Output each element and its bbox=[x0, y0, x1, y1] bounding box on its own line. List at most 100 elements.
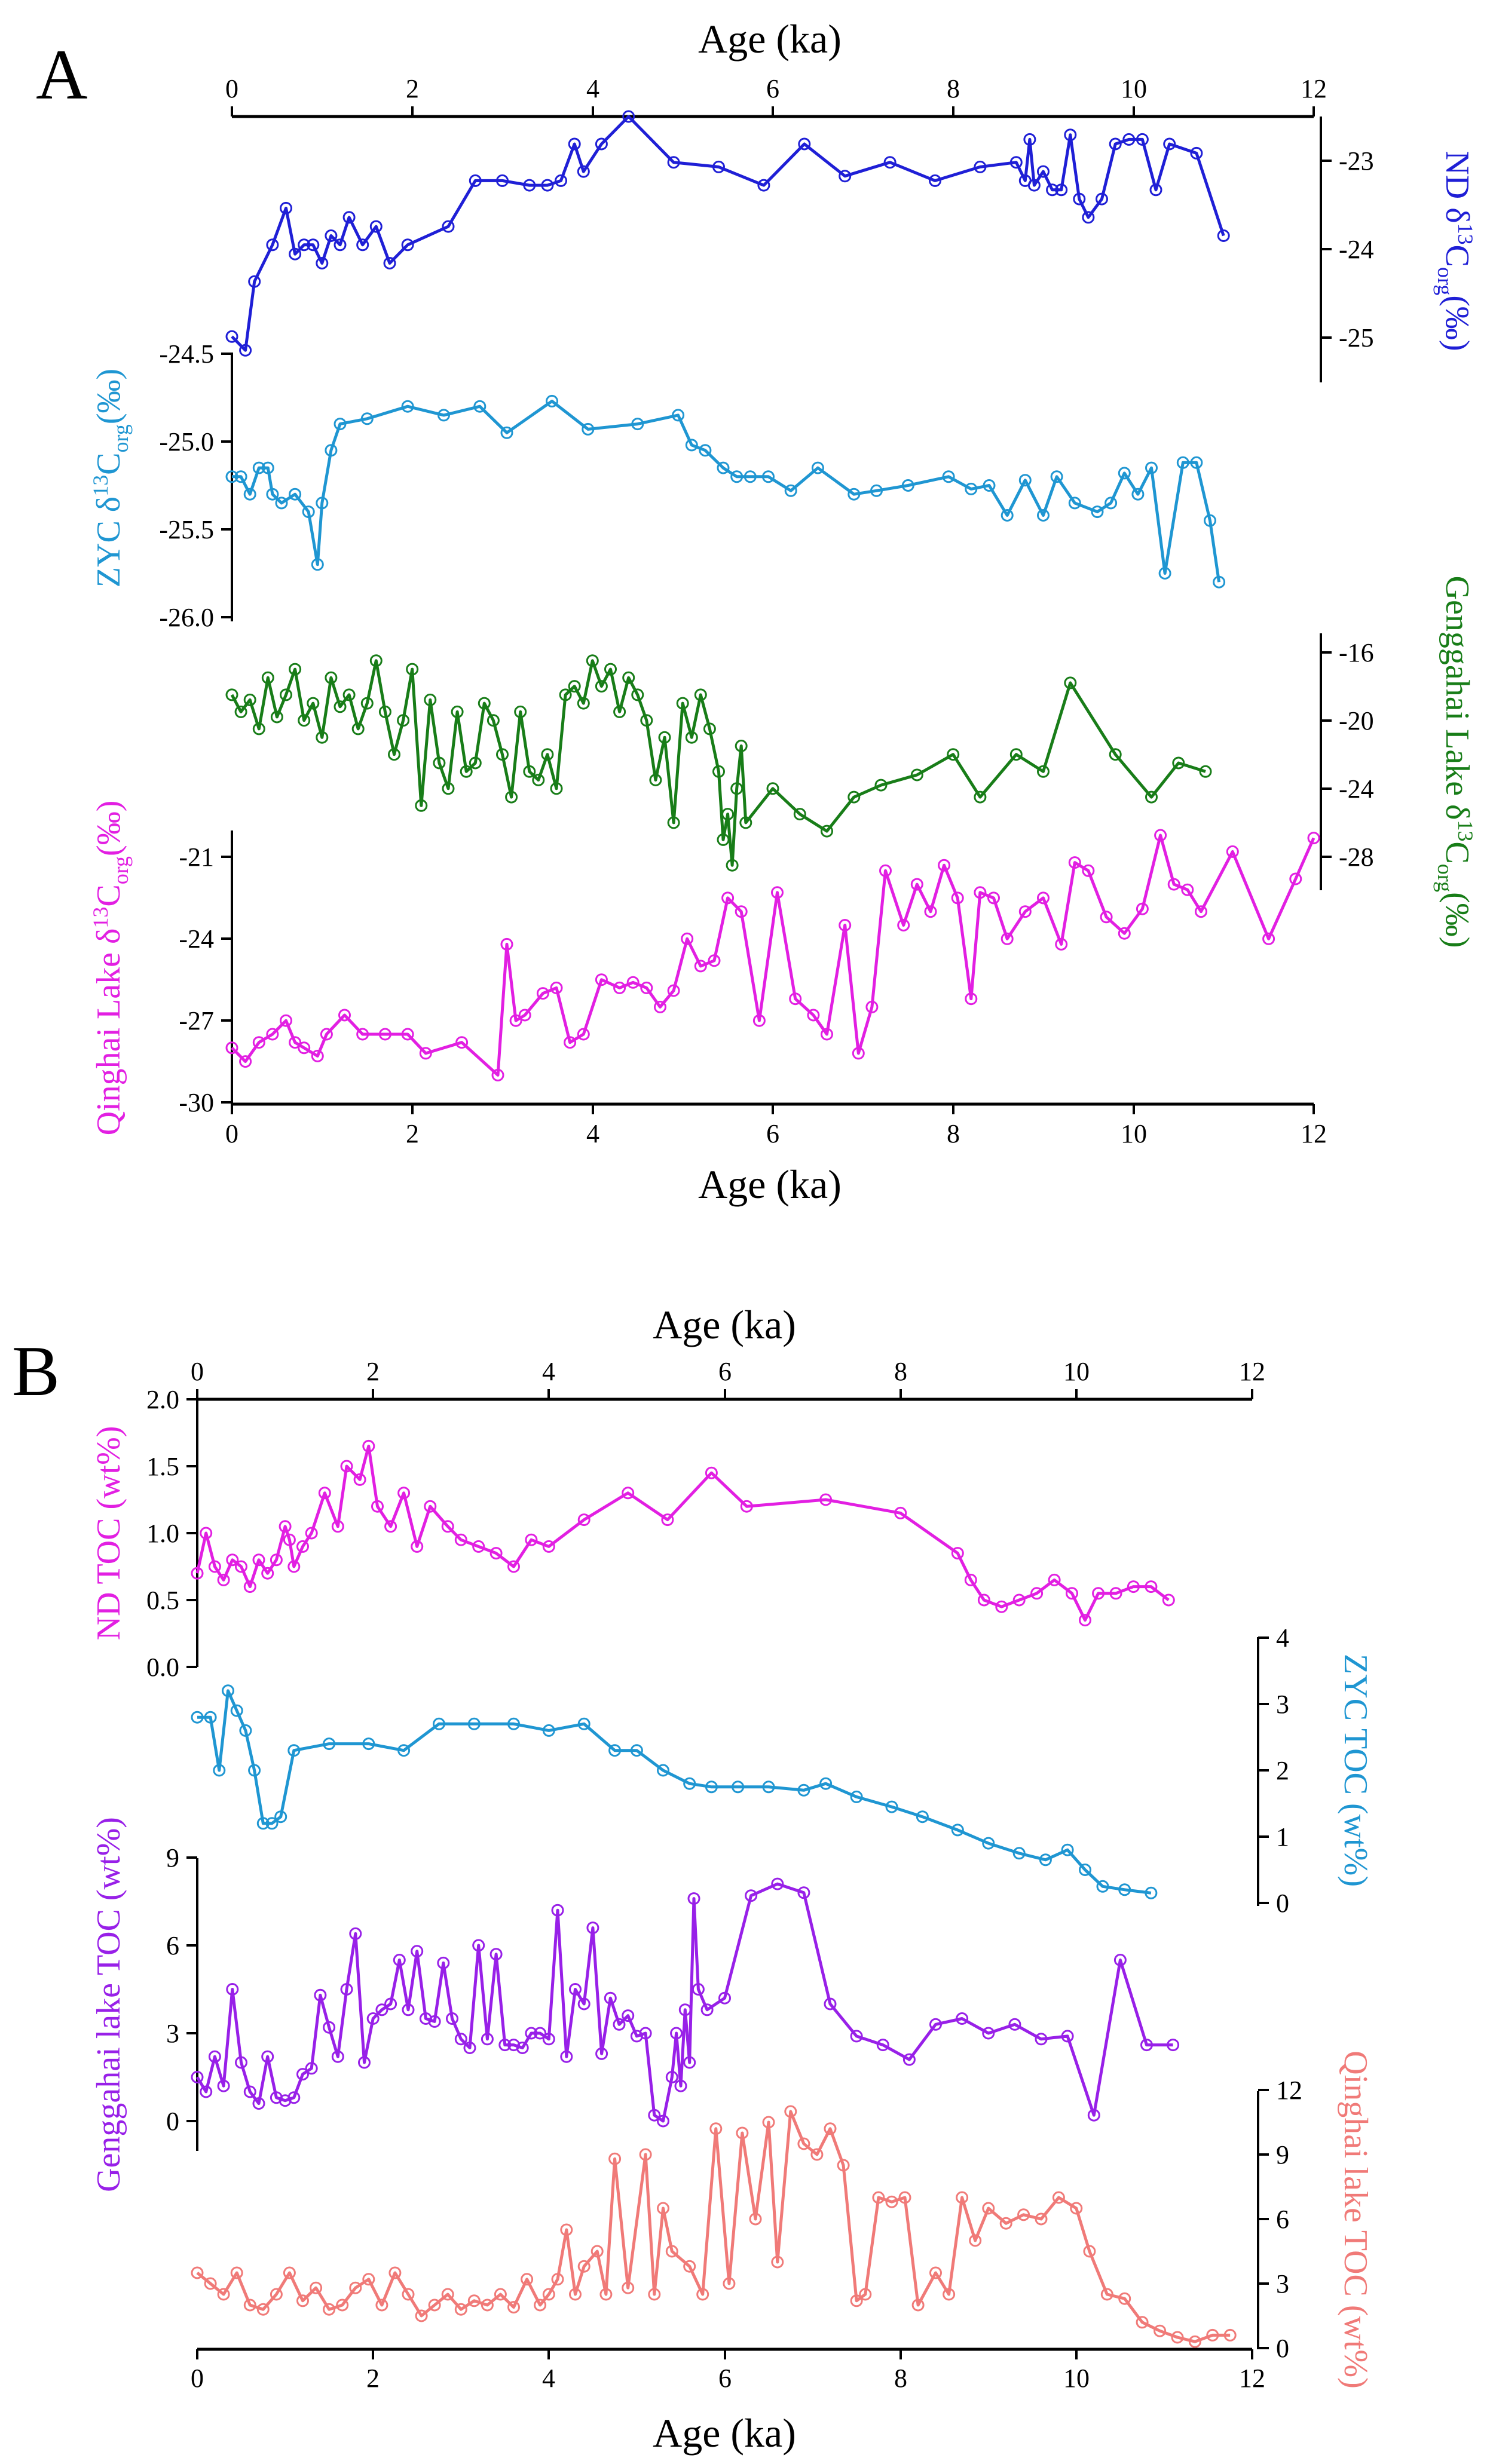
data-point bbox=[848, 790, 861, 804]
data-point bbox=[807, 1009, 820, 1022]
data-point bbox=[654, 1000, 666, 1013]
data-point bbox=[204, 2277, 217, 2290]
data-point bbox=[694, 688, 707, 701]
data-point bbox=[1145, 461, 1158, 474]
data-point bbox=[401, 238, 414, 252]
data-point bbox=[757, 179, 770, 192]
qinghai-toc-axis-title: Qinghai lake TOC (wt%) bbox=[1337, 2051, 1374, 2389]
data-point bbox=[687, 1892, 700, 1905]
data-point bbox=[604, 1991, 617, 2005]
data-point bbox=[859, 2288, 872, 2301]
data-point bbox=[523, 765, 536, 778]
data-point bbox=[595, 973, 608, 986]
panel-b-bottom-ticks: 0 2 4 6 8 10 12 bbox=[191, 2349, 1265, 2393]
data-point bbox=[469, 756, 482, 770]
data-point bbox=[280, 201, 292, 214]
data-point bbox=[640, 981, 653, 994]
data-point bbox=[1087, 2109, 1100, 2122]
data-point bbox=[569, 1983, 582, 1996]
data-point bbox=[1001, 509, 1014, 522]
data-point bbox=[1001, 932, 1014, 945]
data-point bbox=[226, 1983, 239, 1996]
qinghai-toc-ticks: 0 3 6 9 12 bbox=[1258, 2076, 1302, 2363]
data-point bbox=[454, 2033, 467, 2046]
series-line bbox=[232, 399, 1221, 583]
data-point bbox=[1027, 179, 1041, 192]
data-point bbox=[500, 426, 513, 439]
data-point bbox=[546, 394, 558, 407]
data-point bbox=[472, 1540, 485, 1553]
data-point bbox=[1050, 470, 1063, 483]
data-point bbox=[534, 2298, 547, 2312]
data-point bbox=[670, 2027, 683, 2040]
data-point bbox=[487, 714, 500, 727]
data-point bbox=[582, 422, 595, 436]
data-point bbox=[234, 705, 247, 718]
data-point bbox=[999, 2217, 1012, 2230]
tick-label-top-8: 8 bbox=[947, 74, 960, 103]
data-point bbox=[360, 697, 374, 710]
data-point bbox=[500, 937, 513, 951]
data-point bbox=[956, 2012, 969, 2025]
data-point bbox=[542, 2033, 555, 2046]
series-line bbox=[197, 1689, 1152, 1895]
data-point bbox=[667, 816, 680, 829]
data-point bbox=[316, 731, 329, 744]
data-point bbox=[591, 2245, 604, 2258]
zyc-toc-series bbox=[191, 1684, 1158, 1899]
data-point bbox=[1149, 183, 1162, 197]
data-point bbox=[870, 484, 883, 497]
data-point bbox=[296, 2068, 309, 2081]
data-point bbox=[411, 1540, 424, 1553]
data-point bbox=[302, 505, 315, 519]
data-point bbox=[311, 1050, 324, 1062]
panel-a-top-axis-title: Age (ka) bbox=[698, 16, 842, 62]
data-point bbox=[311, 558, 324, 571]
data-point bbox=[744, 470, 757, 483]
data-point bbox=[393, 1954, 406, 1966]
qinghai-d13c-tick-label--30: -30 bbox=[179, 1088, 214, 1117]
data-point bbox=[331, 1520, 344, 1533]
tick-label-top-2: 2 bbox=[406, 74, 419, 103]
data-point bbox=[289, 663, 302, 676]
data-point bbox=[749, 2212, 762, 2226]
data-point bbox=[523, 179, 536, 192]
data-point bbox=[798, 137, 811, 151]
data-point bbox=[942, 470, 955, 483]
data-point bbox=[705, 1466, 718, 1479]
data-point bbox=[498, 2039, 512, 2052]
data-point bbox=[1100, 911, 1113, 924]
data-point bbox=[239, 344, 252, 357]
data-point bbox=[226, 1553, 239, 1567]
data-point bbox=[599, 2288, 613, 2301]
data-point bbox=[239, 1055, 252, 1068]
zyc-toc-tick-label-2: 2 bbox=[1276, 1756, 1289, 1785]
qinghai-d13c-ticks: -30 -27 -24 -21 bbox=[179, 842, 232, 1117]
data-point bbox=[657, 1764, 669, 1777]
data-point bbox=[542, 2288, 555, 2301]
data-point bbox=[406, 663, 419, 676]
data-point bbox=[217, 2079, 230, 2092]
data-point bbox=[362, 1439, 375, 1452]
data-point bbox=[222, 1684, 234, 1697]
data-point bbox=[667, 984, 680, 997]
data-point bbox=[1140, 2039, 1153, 2052]
data-point bbox=[371, 1500, 384, 1513]
data-point bbox=[1145, 1580, 1158, 1593]
data-point bbox=[1037, 891, 1050, 905]
data-point bbox=[685, 731, 698, 744]
data-point bbox=[1307, 832, 1320, 845]
b-tick-label-bottom-6: 6 bbox=[718, 2364, 732, 2393]
nd-d13c-tick-label--25: -25 bbox=[1339, 323, 1374, 353]
zyc-toc-tick-label-3: 3 bbox=[1276, 1690, 1289, 1719]
nd-d13c-series bbox=[225, 110, 1230, 357]
data-point bbox=[613, 981, 626, 994]
data-point bbox=[270, 1553, 283, 1567]
data-point bbox=[1204, 514, 1216, 527]
qinghai-d13c-tick-label--21: -21 bbox=[179, 842, 214, 872]
data-point bbox=[280, 688, 292, 701]
data-point bbox=[622, 671, 635, 684]
zyc-d13c-tick-label--26: -26.0 bbox=[159, 603, 214, 632]
data-point bbox=[411, 1945, 424, 1958]
data-point bbox=[876, 2039, 889, 2052]
